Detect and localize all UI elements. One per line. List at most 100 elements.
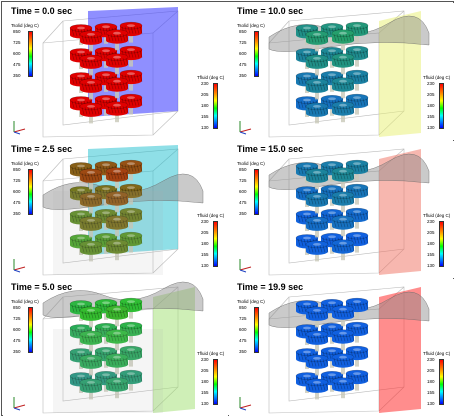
tfluid-tick: 205 <box>427 368 435 373</box>
gear <box>305 216 329 231</box>
gear <box>79 102 103 117</box>
tsolid-tick: 475 <box>13 62 21 67</box>
shaft <box>129 56 133 67</box>
tsolid-tick: 600 <box>13 51 21 56</box>
tsolid-colorbar <box>254 307 259 353</box>
shaft <box>89 317 93 328</box>
gear <box>305 378 329 393</box>
shaft <box>341 202 345 213</box>
tfluid-tick: 205 <box>201 368 209 373</box>
tsolid-colorbar <box>254 31 259 77</box>
shaft <box>341 364 345 375</box>
gear <box>105 353 129 368</box>
tfluid-tick: 205 <box>427 230 435 235</box>
shaft <box>315 179 319 190</box>
gear <box>345 93 369 109</box>
gear <box>119 369 143 385</box>
shaft <box>355 380 359 391</box>
tsolid-tick: 350 <box>13 349 21 354</box>
shaft <box>129 170 133 181</box>
tsolid-tick: 850 <box>13 305 21 310</box>
gear <box>331 329 355 344</box>
tsolid-tick: 475 <box>13 338 21 343</box>
scene-render <box>268 10 430 138</box>
xyz-axes-icon <box>239 397 252 411</box>
shaft <box>129 80 133 91</box>
scene-render <box>42 145 204 276</box>
shaft <box>115 178 119 189</box>
tfluid-tick: 155 <box>201 114 209 119</box>
tsolid-tick: 350 <box>239 73 247 78</box>
gear <box>305 168 329 183</box>
gear <box>79 168 103 183</box>
tfluid-colorbar <box>439 83 444 129</box>
shaft <box>315 341 319 352</box>
shaft <box>341 178 345 189</box>
tfluid-colorbar <box>439 221 444 267</box>
gear <box>331 215 355 230</box>
gear <box>79 30 103 45</box>
tsolid-colorbar-title: Tsolid (deg C) <box>11 299 39 304</box>
scene-render <box>268 148 430 276</box>
gear <box>305 240 329 255</box>
shaft <box>315 113 319 124</box>
gear <box>105 101 129 116</box>
gear-array <box>69 159 143 262</box>
tfluid-tick: 205 <box>201 92 209 97</box>
shaft <box>115 316 119 327</box>
tfluid-tick: 230 <box>201 81 209 86</box>
gear <box>105 77 129 92</box>
shaft <box>129 332 133 343</box>
shaft <box>89 179 93 190</box>
tsolid-colorbar-title: Tsolid (deg C) <box>11 161 39 166</box>
simulation-panel-6: Time = 19.9 sec Tsolid (deg C) 850 725 600… <box>229 279 454 416</box>
tsolid-colorbar-title: Tsolid (deg C) <box>237 161 265 166</box>
shaft <box>89 203 93 214</box>
gear <box>331 77 355 92</box>
tfluid-colorbar-title: Tfluid (deg C) <box>423 75 451 80</box>
xyz-axes-icon <box>13 121 26 135</box>
shaft <box>315 389 319 400</box>
shaft <box>115 88 119 99</box>
shaft <box>89 227 93 238</box>
tfluid-tick: 155 <box>201 390 209 395</box>
time-label: Time = 19.9 sec <box>237 282 304 292</box>
fluid-temperature-plane <box>153 287 195 413</box>
shaft <box>355 308 359 319</box>
gear <box>105 215 129 230</box>
gear <box>79 240 103 255</box>
tfluid-tick: 130 <box>201 263 209 268</box>
tsolid-tick: 475 <box>239 62 247 67</box>
shaft <box>89 341 93 352</box>
gear <box>345 159 369 175</box>
xyz-axes-icon <box>239 259 252 273</box>
shaft <box>355 194 359 205</box>
shaft <box>115 40 119 51</box>
shaft <box>341 40 345 51</box>
gear <box>331 239 355 254</box>
shaft <box>129 218 133 229</box>
shaft <box>115 112 119 123</box>
shaft <box>341 112 345 123</box>
tsolid-colorbar-title: Tsolid (deg C) <box>237 23 265 28</box>
shaft <box>89 365 93 376</box>
shaft <box>129 380 133 391</box>
gear <box>79 354 103 369</box>
gear <box>305 78 329 93</box>
tsolid-tick: 725 <box>13 40 21 45</box>
tsolid-colorbar-title: Tsolid (deg C) <box>11 23 39 28</box>
tsolid-tick: 850 <box>239 305 247 310</box>
tsolid-tick: 600 <box>13 189 21 194</box>
tsolid-tick: 725 <box>13 178 21 183</box>
gear <box>105 191 129 206</box>
tsolid-tick: 850 <box>13 167 21 172</box>
gear <box>305 306 329 321</box>
tfluid-tick: 180 <box>201 241 209 246</box>
shaft <box>341 250 345 261</box>
tsolid-tick: 725 <box>239 40 247 45</box>
tsolid-tick: 600 <box>239 189 247 194</box>
shaft <box>115 388 119 399</box>
tfluid-tick: 230 <box>427 357 435 362</box>
tfluid-colorbar <box>213 83 218 129</box>
shaft <box>315 89 319 100</box>
